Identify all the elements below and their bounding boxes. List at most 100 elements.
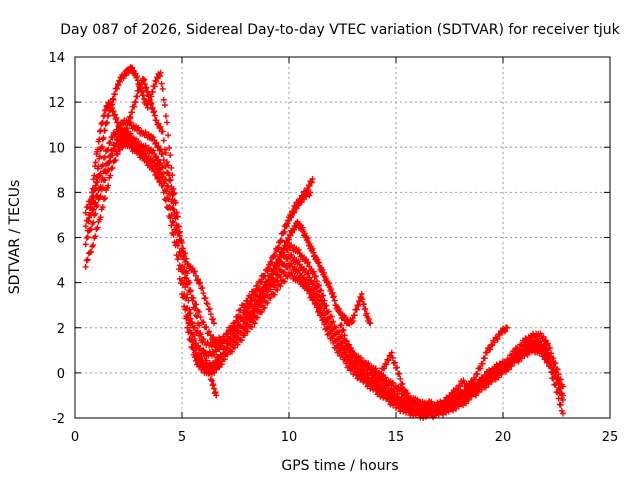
data-point	[99, 120, 106, 127]
data-point	[169, 196, 176, 203]
data-point	[112, 157, 119, 164]
data-point	[193, 277, 200, 284]
data-point	[140, 92, 147, 99]
data-point	[212, 389, 219, 396]
data-point	[540, 351, 547, 358]
data-point	[160, 137, 167, 144]
data-point	[211, 351, 218, 358]
data-point	[515, 358, 522, 365]
data-point	[138, 88, 145, 95]
y-tick-label: 12	[48, 96, 65, 111]
data-point	[385, 398, 392, 405]
data-point	[287, 232, 294, 239]
data-point	[189, 333, 196, 340]
data-point	[176, 236, 183, 243]
data-point	[204, 363, 211, 370]
data-point	[338, 351, 345, 358]
data-point	[109, 152, 116, 159]
data-point	[188, 320, 195, 327]
data-point	[271, 267, 278, 274]
data-point	[172, 242, 179, 249]
data-point	[375, 390, 382, 397]
data-point	[396, 370, 403, 377]
data-point	[493, 335, 500, 342]
data-point	[122, 128, 129, 135]
x-tick-label: 20	[495, 430, 512, 445]
data-point	[154, 175, 161, 182]
data-point	[389, 379, 396, 386]
data-point	[271, 282, 278, 289]
data-point	[251, 320, 258, 327]
data-point	[197, 279, 204, 286]
data-point	[335, 341, 342, 348]
data-point	[384, 356, 391, 363]
data-point	[142, 85, 149, 92]
data-point	[318, 296, 325, 303]
data-point	[212, 347, 219, 354]
data-point	[237, 307, 244, 314]
data-point	[475, 381, 482, 388]
data-point	[311, 285, 318, 292]
data-point	[337, 308, 344, 315]
data-point	[203, 323, 210, 330]
data-point	[156, 73, 163, 80]
data-point	[173, 222, 180, 229]
ticks: 0 5 10 15 20 25 -2 0 2 4 6 8 10 12 14	[48, 51, 618, 445]
data-point	[97, 214, 104, 221]
data-point	[224, 351, 231, 358]
data-point	[197, 314, 204, 321]
data-point	[174, 256, 181, 263]
series-track-11	[337, 322, 504, 415]
data-point	[94, 224, 101, 231]
data-point	[258, 295, 265, 302]
data-point	[194, 328, 201, 335]
data-point	[303, 256, 310, 263]
data-point	[134, 73, 141, 80]
data-point	[305, 286, 312, 293]
data-point	[305, 279, 312, 286]
data-point	[286, 217, 292, 224]
data-point	[196, 308, 203, 315]
data-point	[191, 324, 198, 331]
data-point	[179, 290, 185, 297]
data-point	[156, 161, 163, 168]
data-point	[165, 162, 172, 169]
data-point	[295, 275, 302, 282]
data-point	[213, 392, 220, 399]
data-point	[167, 191, 174, 198]
data-point	[328, 320, 335, 327]
data-point	[115, 146, 122, 153]
data-point	[210, 316, 217, 323]
data-point	[309, 245, 316, 252]
data-point	[321, 321, 328, 328]
data-point	[383, 361, 390, 368]
data-point	[197, 331, 204, 338]
data-point	[141, 76, 148, 83]
data-point	[136, 84, 143, 91]
data-point	[153, 139, 160, 146]
data-point	[212, 365, 219, 372]
data-point	[480, 376, 487, 383]
data-point	[391, 359, 398, 366]
data-points	[82, 64, 566, 421]
data-point	[97, 127, 104, 134]
data-point	[159, 128, 166, 135]
data-point	[295, 258, 302, 265]
data-point	[90, 242, 97, 249]
data-point	[386, 352, 393, 359]
data-point	[295, 202, 302, 209]
data-point	[291, 209, 298, 216]
data-point	[319, 266, 326, 273]
data-point	[187, 288, 194, 295]
data-point	[153, 171, 160, 178]
data-point	[288, 213, 295, 220]
data-point	[145, 93, 152, 100]
data-point	[161, 196, 168, 203]
data-point	[320, 269, 327, 276]
data-point	[267, 261, 274, 268]
data-point	[159, 85, 166, 92]
data-point	[323, 275, 330, 282]
data-point	[355, 367, 362, 374]
data-point	[165, 205, 172, 212]
data-point	[281, 278, 288, 285]
